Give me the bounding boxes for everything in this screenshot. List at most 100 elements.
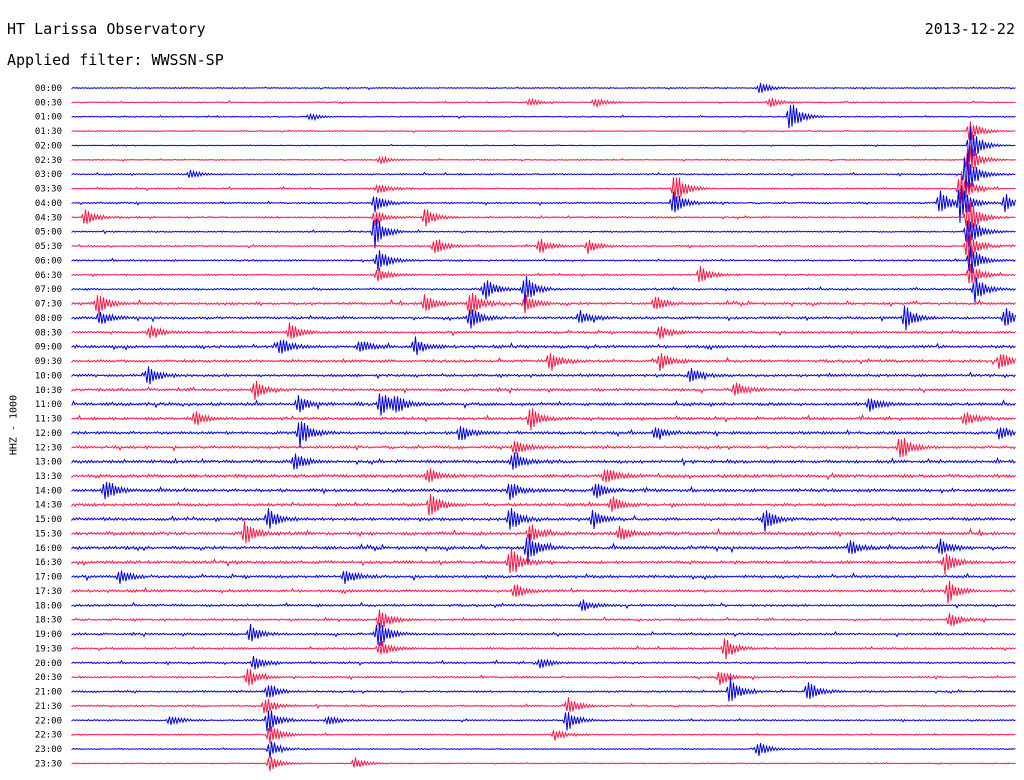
row-label-1500: 15:00 [35,515,62,525]
row-label-1600: 16:00 [35,544,62,554]
row-label-0500: 05:00 [35,228,62,238]
trace-0730 [71,293,1016,316]
row-label-0630: 06:30 [35,271,62,281]
row-label-0900: 09:00 [35,343,62,353]
row-label-1830: 18:30 [35,616,62,626]
row-label-1700: 17:00 [35,573,62,583]
trace-0200 [71,126,1016,162]
row-label-0700: 07:00 [35,285,62,295]
row-label-1530: 15:30 [35,529,62,539]
row-label-1200: 12:00 [35,429,62,439]
trace-2300 [71,741,1016,759]
row-label-2100: 21:00 [35,688,62,698]
trace-0100 [71,104,1016,129]
row-label-1030: 10:30 [35,386,62,396]
trace-0930 [71,353,1016,372]
row-label-0330: 03:30 [35,185,62,195]
trace-0800 [71,305,1016,331]
row-label-1300: 13:00 [35,458,62,468]
trace-1900 [71,622,1016,646]
row-label-0030: 00:30 [35,98,62,108]
row-label-0430: 04:30 [35,213,62,223]
row-label-1730: 17:30 [35,587,62,597]
filter-label: Applied filter: WWSSN-SP [7,51,224,69]
trace-1500 [71,507,1016,532]
trace-0530 [71,232,1016,262]
traces [71,82,1016,771]
trace-2100 [71,677,1016,702]
row-label-0830: 08:30 [35,328,62,338]
trace-1700 [71,570,1016,584]
trace-1800 [71,599,1016,611]
row-label-0530: 05:30 [35,242,62,252]
row-label-0800: 08:00 [35,314,62,324]
trace-0330 [71,171,1016,204]
row-label-2030: 20:30 [35,673,62,683]
row-label-1900: 19:00 [35,630,62,640]
trace-2200 [71,710,1016,732]
row-label-1400: 14:00 [35,486,62,496]
row-label-1000: 10:00 [35,371,62,381]
trace-1100 [71,393,1016,416]
trace-2030 [71,669,1016,686]
date-label: 2013-12-22 [924,20,1015,38]
trace-0500 [71,218,1016,249]
trace-0900 [71,336,1016,356]
trace-1130 [71,408,1016,431]
row-label-1930: 19:30 [35,644,62,654]
row-label-1100: 11:00 [35,400,62,410]
row-label-1130: 11:30 [35,415,62,425]
row-label-0730: 07:30 [35,300,62,310]
trace-1200 [71,421,1016,448]
trace-1000 [71,366,1016,385]
row-label-0130: 01:30 [35,127,62,137]
row-label-1630: 16:30 [35,558,62,568]
row-label-0300: 03:00 [35,170,62,180]
trace-1030 [71,380,1016,400]
row-label-2130: 21:30 [35,702,62,712]
row-labels: 00:00 00:30 01:00 01:30 02:00 02:30 03:00 03:30… [35,84,62,769]
trace-2000 [71,655,1016,670]
trace-0300 [71,153,1016,198]
trace-0700 [71,276,1016,306]
trace-1400 [71,481,1016,501]
trace-1330 [71,468,1016,483]
row-label-1800: 18:00 [35,601,62,611]
trace-1530 [71,520,1016,544]
trace-2130 [71,697,1016,714]
row-label-0230: 02:30 [35,156,62,166]
trace-0600 [71,245,1016,274]
trace-0130 [71,121,1016,140]
trace-1630 [71,548,1016,575]
trace-1430 [71,494,1016,516]
trace-1730 [71,580,1016,604]
trace-1230 [71,438,1016,458]
trace-0430 [71,200,1016,233]
trace-0030 [71,97,1016,108]
row-label-1330: 13:30 [35,472,62,482]
page-title: HT Larissa Observatory [7,20,206,38]
row-label-2330: 23:30 [35,759,62,769]
row-label-1430: 14:30 [35,501,62,511]
row-label-0200: 02:00 [35,141,62,151]
trace-1830 [71,609,1016,628]
row-label-2200: 22:00 [35,716,62,726]
row-label-2300: 23:00 [35,745,62,755]
row-label-2000: 20:00 [35,659,62,669]
trace-2330 [71,757,1016,771]
trace-0000 [71,82,1016,93]
trace-1300 [71,452,1016,470]
row-label-0930: 09:30 [35,357,62,367]
row-label-0100: 01:00 [35,113,62,123]
row-label-0400: 04:00 [35,199,62,209]
row-label-0000: 00:00 [35,84,62,94]
trace-1600 [71,533,1016,563]
trace-1930 [71,638,1016,660]
row-label-2230: 22:30 [35,731,62,741]
trace-0400 [71,185,1016,223]
trace-0630 [71,263,1016,284]
trace-0830 [71,322,1016,339]
row-label-0600: 06:00 [35,256,62,266]
row-label-1230: 12:30 [35,443,62,453]
